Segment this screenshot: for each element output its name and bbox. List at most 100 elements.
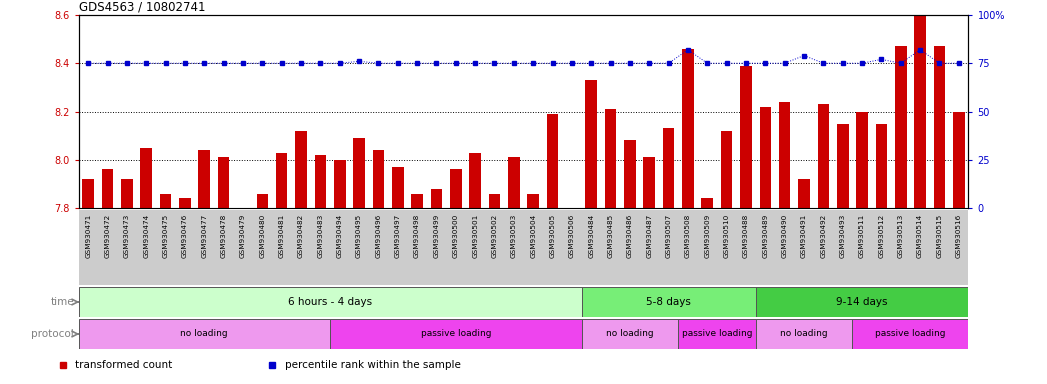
Text: passive loading: passive loading <box>875 329 945 339</box>
Text: GSM930480: GSM930480 <box>260 214 265 258</box>
Bar <box>160 194 172 208</box>
Bar <box>547 114 558 208</box>
Text: GSM930499: GSM930499 <box>433 214 440 258</box>
Bar <box>934 46 945 208</box>
Bar <box>914 15 926 208</box>
Text: GSM930471: GSM930471 <box>85 214 91 258</box>
Bar <box>701 199 713 208</box>
Text: GSM930492: GSM930492 <box>821 214 826 258</box>
Bar <box>756 287 968 317</box>
Text: GSM930491: GSM930491 <box>801 214 807 258</box>
Text: GSM930514: GSM930514 <box>917 214 923 258</box>
Text: GSM930476: GSM930476 <box>182 214 187 258</box>
Bar <box>798 179 809 208</box>
Text: GSM930503: GSM930503 <box>511 214 517 258</box>
Bar <box>581 287 756 317</box>
Bar <box>314 155 327 208</box>
Text: no loading: no loading <box>180 329 228 339</box>
Text: GSM930502: GSM930502 <box>491 214 497 258</box>
Bar <box>720 131 733 208</box>
Bar <box>373 150 384 208</box>
Bar <box>624 141 636 208</box>
Bar <box>489 194 500 208</box>
Text: GSM930474: GSM930474 <box>143 214 150 258</box>
Bar <box>759 107 772 208</box>
Text: protocol: protocol <box>31 329 74 339</box>
Text: GSM930484: GSM930484 <box>588 214 595 258</box>
Text: GSM930510: GSM930510 <box>723 214 730 258</box>
Text: no loading: no loading <box>606 329 653 339</box>
Text: GSM930475: GSM930475 <box>162 214 169 258</box>
Text: percentile rank within the sample: percentile rank within the sample <box>285 360 461 370</box>
Bar <box>837 124 848 208</box>
Bar <box>644 157 655 208</box>
Bar <box>875 124 887 208</box>
Bar <box>79 319 330 349</box>
Bar <box>179 199 191 208</box>
Text: 6 hours - 4 days: 6 hours - 4 days <box>288 297 372 307</box>
Bar <box>953 111 964 208</box>
Text: GSM930498: GSM930498 <box>415 214 420 258</box>
Bar <box>605 109 617 208</box>
Bar <box>411 194 423 208</box>
Bar <box>585 80 597 208</box>
Text: GSM930481: GSM930481 <box>279 214 285 258</box>
Text: GSM930489: GSM930489 <box>762 214 768 258</box>
Text: GSM930513: GSM930513 <box>897 214 904 258</box>
Text: GSM930486: GSM930486 <box>627 214 632 258</box>
Bar <box>756 319 852 349</box>
Bar <box>450 169 462 208</box>
Bar <box>334 160 346 208</box>
Text: GSM930506: GSM930506 <box>569 214 575 258</box>
Bar <box>852 319 968 349</box>
Text: GSM930488: GSM930488 <box>743 214 749 258</box>
Bar <box>79 287 581 317</box>
Bar <box>779 102 790 208</box>
Text: GSM930509: GSM930509 <box>705 214 710 258</box>
Text: GSM930497: GSM930497 <box>395 214 401 258</box>
Text: GSM930494: GSM930494 <box>337 214 342 258</box>
Bar <box>199 150 210 208</box>
Bar <box>528 194 539 208</box>
Bar <box>83 179 94 208</box>
Text: time: time <box>50 297 74 307</box>
Text: 9-14 days: 9-14 days <box>837 297 888 307</box>
Bar <box>238 208 249 213</box>
Text: GSM930482: GSM930482 <box>298 214 304 258</box>
Text: GSM930472: GSM930472 <box>105 214 111 258</box>
Bar <box>430 189 442 208</box>
Text: GSM930473: GSM930473 <box>124 214 130 258</box>
Bar <box>140 148 152 208</box>
Text: GSM930501: GSM930501 <box>472 214 478 258</box>
Bar <box>740 66 752 208</box>
Text: GSM930508: GSM930508 <box>685 214 691 258</box>
Text: GSM930496: GSM930496 <box>376 214 381 258</box>
Bar <box>257 194 268 208</box>
Text: GSM930505: GSM930505 <box>550 214 556 258</box>
Bar <box>218 157 229 208</box>
Bar <box>581 319 678 349</box>
Bar <box>818 104 829 208</box>
Text: GSM930479: GSM930479 <box>240 214 246 258</box>
Bar <box>663 128 674 208</box>
Text: GSM930490: GSM930490 <box>782 214 787 258</box>
Text: GSM930493: GSM930493 <box>840 214 846 258</box>
Bar <box>469 152 481 208</box>
Bar <box>353 138 364 208</box>
Bar <box>856 111 868 208</box>
Text: GSM930495: GSM930495 <box>356 214 362 258</box>
Text: GSM930504: GSM930504 <box>530 214 536 258</box>
Text: GSM930483: GSM930483 <box>317 214 324 258</box>
Text: GSM930515: GSM930515 <box>936 214 942 258</box>
Text: 5-8 days: 5-8 days <box>646 297 691 307</box>
Bar <box>508 157 519 208</box>
Text: passive loading: passive loading <box>682 329 752 339</box>
Bar <box>895 46 907 208</box>
Bar <box>102 169 113 208</box>
Text: no loading: no loading <box>780 329 828 339</box>
Text: GSM930500: GSM930500 <box>452 214 459 258</box>
Bar <box>295 131 307 208</box>
Text: GSM930478: GSM930478 <box>221 214 226 258</box>
Text: transformed count: transformed count <box>75 360 173 370</box>
Text: GSM930487: GSM930487 <box>646 214 652 258</box>
